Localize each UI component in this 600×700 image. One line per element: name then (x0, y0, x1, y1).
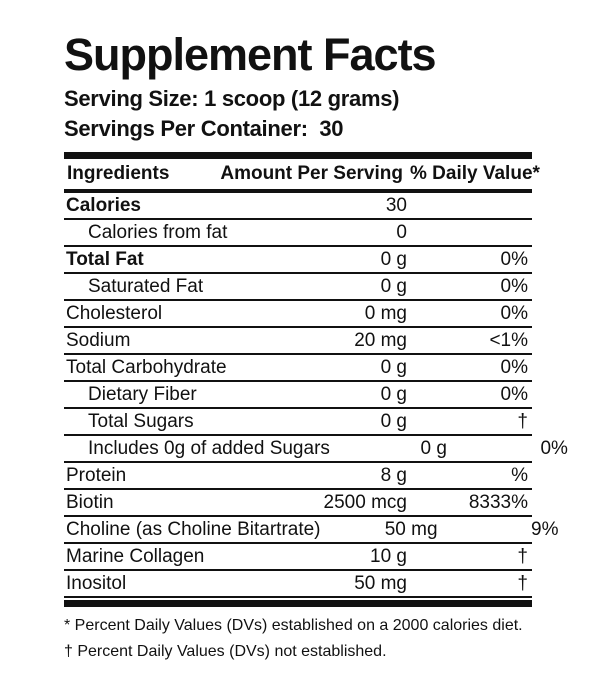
ingredient-name: Biotin (66, 492, 114, 513)
table-row: Biotin 2500 mcg 8333% (64, 490, 532, 517)
ingredient-daily-value: † (517, 573, 528, 594)
ingredient-amount: 30 (385, 195, 407, 216)
ingredient-amount: 2500 mcg (323, 492, 407, 513)
table-row: Total Fat 0 g 0% (64, 247, 532, 274)
ingredient-daily-value: 0% (540, 438, 568, 459)
ingredient-name: Cholesterol (66, 303, 163, 324)
ingredient-name: Saturated Fat (88, 276, 204, 297)
ingredient-name: Dietary Fiber (88, 384, 197, 405)
ingredient-name: Calories (66, 195, 141, 216)
ingredient-daily-value: 9% (531, 519, 559, 540)
ingredient-amount: 0 g (380, 411, 407, 432)
table-row: Choline (as Choline Bitartrate) 50 mg 9% (64, 517, 559, 544)
ingredient-amount: 0 g (380, 276, 407, 297)
ingredient-amount: 20 mg (354, 330, 407, 351)
ingredient-daily-value: % (511, 465, 528, 486)
footnotes: * Percent Daily Values (DVs) established… (64, 613, 532, 665)
ingredient-daily-value: 0% (500, 357, 528, 378)
ingredient-amount: 50 mg (354, 573, 407, 594)
ingredient-name: Marine Collagen (66, 546, 205, 567)
table-header-row: Ingredients Amount Per Serving % Daily V… (64, 159, 540, 193)
servings-per-container-line: Servings Per Container: 30 (64, 116, 344, 141)
table-top-rule (64, 152, 532, 159)
ingredient-daily-value: † (517, 411, 528, 432)
ingredient-daily-value: <1% (489, 330, 528, 351)
table-bottom-rule (64, 600, 532, 607)
ingredient-name: Inositol (66, 573, 127, 594)
ingredient-amount: 0 g (420, 438, 447, 459)
table-row: Dietary Fiber 0 g 0% (64, 382, 532, 409)
supplement-facts-title: Supplement Facts (64, 29, 437, 80)
ingredient-name: Total Carbohydrate (66, 357, 227, 378)
header-daily-value: % Daily Value* (410, 163, 540, 184)
table-row: Cholesterol 0 mg 0% (64, 301, 532, 328)
table-row: Calories from fat 0 (64, 220, 532, 247)
table-row: Includes 0g of added Sugars 0 g 0% (64, 436, 568, 463)
table-row: Inositol 50 mg † (64, 571, 532, 598)
ingredient-daily-value: 0% (500, 249, 528, 270)
ingredient-amount: 50 mg (384, 519, 438, 540)
table-row: Sodium 20 mg <1% (64, 328, 532, 355)
table-row: Marine Collagen 10 g † (64, 544, 532, 571)
serving-size-line: Serving Size: 1 scoop (12 grams) (64, 86, 400, 111)
ingredient-amount: 0 g (380, 384, 407, 405)
ingredient-name: Calories from fat (88, 222, 228, 243)
table-row: Total Sugars 0 g † (64, 409, 532, 436)
ingredient-name: Total Fat (66, 249, 144, 270)
label-content: Supplement Facts Serving Size: 1 scoop (… (64, 29, 568, 665)
ingredient-name: Includes 0g of added Sugars (88, 438, 330, 459)
ingredient-name: Choline (as Choline Bitartrate) (66, 519, 321, 540)
ingredient-daily-value: 0% (500, 276, 528, 297)
ingredient-amount: 0 g (380, 249, 407, 270)
table-row: Saturated Fat 0 g 0% (64, 274, 532, 301)
ingredient-amount: 10 g (370, 546, 407, 567)
ingredient-amount: 0 mg (364, 303, 407, 324)
ingredient-daily-value: † (517, 546, 528, 567)
ingredient-name: Sodium (66, 330, 131, 351)
table-body: Calories 30 Calories from fat 0 Total Fa… (64, 193, 568, 598)
ingredient-daily-value: 8333% (468, 492, 528, 513)
header-ingredients: Ingredients (67, 163, 170, 184)
header-amount-per-serving: Amount Per Serving (220, 163, 403, 184)
ingredient-amount: 0 (396, 222, 407, 243)
ingredient-name: Total Sugars (88, 411, 194, 432)
ingredient-amount: 0 g (380, 357, 407, 378)
footnote-dagger: † Percent Daily Values (DVs) not establi… (64, 643, 387, 660)
footnote-daily-values: * Percent Daily Values (DVs) established… (64, 617, 523, 634)
ingredient-name: Protein (66, 465, 127, 486)
ingredient-amount: 8 g (380, 465, 407, 486)
table-row: Calories 30 (64, 193, 532, 220)
table-row: Total Carbohydrate 0 g 0% (64, 355, 532, 382)
table-row: Protein 8 g % (64, 463, 532, 490)
ingredient-daily-value: 0% (500, 384, 528, 405)
ingredient-daily-value: 0% (500, 303, 528, 324)
